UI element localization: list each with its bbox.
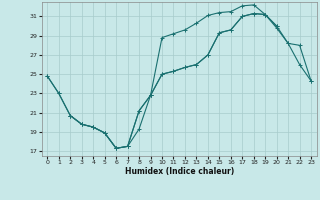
- X-axis label: Humidex (Indice chaleur): Humidex (Indice chaleur): [124, 167, 234, 176]
